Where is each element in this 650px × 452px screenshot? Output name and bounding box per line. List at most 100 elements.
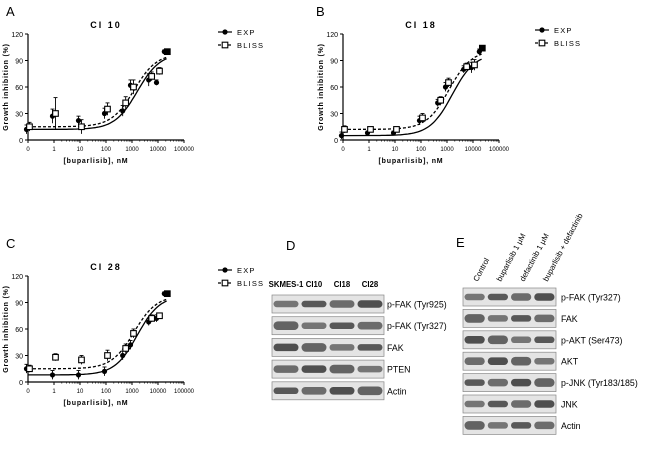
- y-axis-label: Growth inhibition (%): [3, 43, 10, 131]
- blot-row-label: p-FAK (Tyr327): [561, 293, 621, 303]
- y-axis-label: Growth inhibition (%): [3, 285, 10, 373]
- blot-band: [357, 365, 383, 373]
- legend-marker: [221, 41, 229, 49]
- blot-band: [487, 357, 508, 365]
- x-tick-label: 10: [77, 147, 84, 153]
- blot-band: [357, 300, 383, 308]
- data-point-bliss: [367, 126, 374, 133]
- panel-letter: C: [6, 236, 15, 251]
- data-point-bliss: [26, 365, 33, 373]
- chart-panel-b: [338, 27, 549, 143]
- blot-row-label: AKT: [561, 357, 579, 367]
- y-tick-label: 30: [330, 112, 338, 119]
- legend-marker: [222, 29, 228, 35]
- fit-curve-exp: [342, 58, 482, 137]
- y-tick-label: 0: [19, 380, 23, 387]
- fit-curve-bliss: [342, 53, 482, 131]
- blot-band: [301, 322, 327, 329]
- lane-label: Control: [471, 256, 491, 283]
- panel-letter: E: [456, 235, 465, 250]
- blot-strip: [462, 394, 557, 414]
- blot-strip: [462, 330, 557, 350]
- x-tick-label: 1000: [125, 389, 139, 395]
- y-tick-label: 60: [15, 327, 23, 334]
- lane-label: Cl18: [334, 280, 351, 289]
- blot-row-label: FAK: [387, 343, 404, 353]
- x-tick-label: 100: [416, 147, 427, 153]
- blot-band: [301, 387, 327, 395]
- x-tick-label: 100000: [489, 147, 510, 153]
- blot-band: [511, 400, 532, 408]
- data-point-bliss: [393, 126, 400, 133]
- blot-row-label: PTEN: [387, 365, 410, 375]
- data-point-bliss: [163, 48, 171, 56]
- blot-band: [534, 357, 555, 365]
- data-point-bliss: [130, 330, 137, 337]
- blot-row-label: Actin: [561, 421, 581, 431]
- y-tick-label: 120: [11, 32, 23, 39]
- data-point-bliss: [26, 123, 33, 131]
- data-point-bliss: [341, 126, 348, 133]
- x-tick-label: 1: [52, 147, 56, 153]
- fit-curve-bliss: [27, 56, 167, 128]
- legend-label: BLISS: [237, 41, 264, 50]
- x-tick-label: 0: [26, 147, 30, 153]
- legend-label: EXP: [554, 26, 573, 35]
- y-tick-label: 90: [15, 59, 23, 66]
- data-point-bliss: [78, 123, 85, 131]
- x-tick-label: 10000: [150, 147, 167, 153]
- western-blot-d: [271, 294, 385, 401]
- lane-label: buparlisib + defactinib: [541, 211, 585, 283]
- legend-label: BLISS: [554, 39, 581, 48]
- lane-label: Cl10: [306, 280, 323, 289]
- blot-band: [464, 293, 485, 301]
- x-axis-label: [buparlisib], nM: [64, 400, 129, 407]
- data-point-exp: [75, 372, 82, 378]
- data-point-exp: [49, 372, 56, 378]
- blot-band: [329, 344, 355, 351]
- legend-marker: [221, 279, 229, 287]
- blot-band: [534, 378, 555, 387]
- blot-band: [511, 356, 532, 366]
- blot-band: [273, 365, 299, 373]
- legend-label: BLISS: [237, 279, 264, 288]
- data-point-exp: [75, 117, 82, 124]
- blot-strip: [271, 381, 385, 401]
- chart-title: Cl 28: [90, 262, 122, 272]
- data-point-exp: [338, 132, 345, 139]
- blot-band: [273, 387, 299, 395]
- blot-strip: [271, 359, 385, 379]
- blot-band: [487, 422, 508, 429]
- data-point-bliss: [130, 83, 137, 91]
- chart-panel-a: [23, 29, 232, 143]
- data-point-bliss: [445, 79, 452, 86]
- y-tick-label: 90: [15, 301, 23, 308]
- legend-marker: [539, 27, 545, 33]
- x-tick-label: 1: [52, 389, 56, 395]
- x-tick-label: 1: [367, 147, 371, 153]
- blot-band: [511, 422, 532, 429]
- blot-band: [301, 365, 327, 373]
- blot-band: [487, 293, 508, 301]
- blot-strip: [271, 316, 385, 336]
- blot-row-label: p-JNK (Tyr183/185): [561, 378, 638, 388]
- lane-label: Cl28: [362, 280, 379, 289]
- blot-band: [329, 364, 355, 374]
- blot-band: [487, 315, 508, 322]
- y-tick-label: 30: [15, 354, 23, 361]
- x-tick-label: 10000: [150, 389, 167, 395]
- x-tick-label: 100: [101, 389, 112, 395]
- blot-band: [273, 343, 299, 352]
- data-point-bliss: [52, 110, 59, 117]
- data-point-bliss: [478, 44, 486, 52]
- data-point-bliss: [437, 96, 445, 104]
- blot-band: [534, 293, 555, 301]
- legend-marker: [538, 39, 546, 47]
- blot-strip: [462, 416, 557, 435]
- blot-band: [534, 421, 555, 430]
- data-point-exp: [153, 79, 160, 86]
- blot-band: [464, 379, 485, 386]
- blot-band: [464, 357, 485, 365]
- data-point-bliss: [78, 356, 85, 364]
- legend-label: EXP: [237, 28, 256, 37]
